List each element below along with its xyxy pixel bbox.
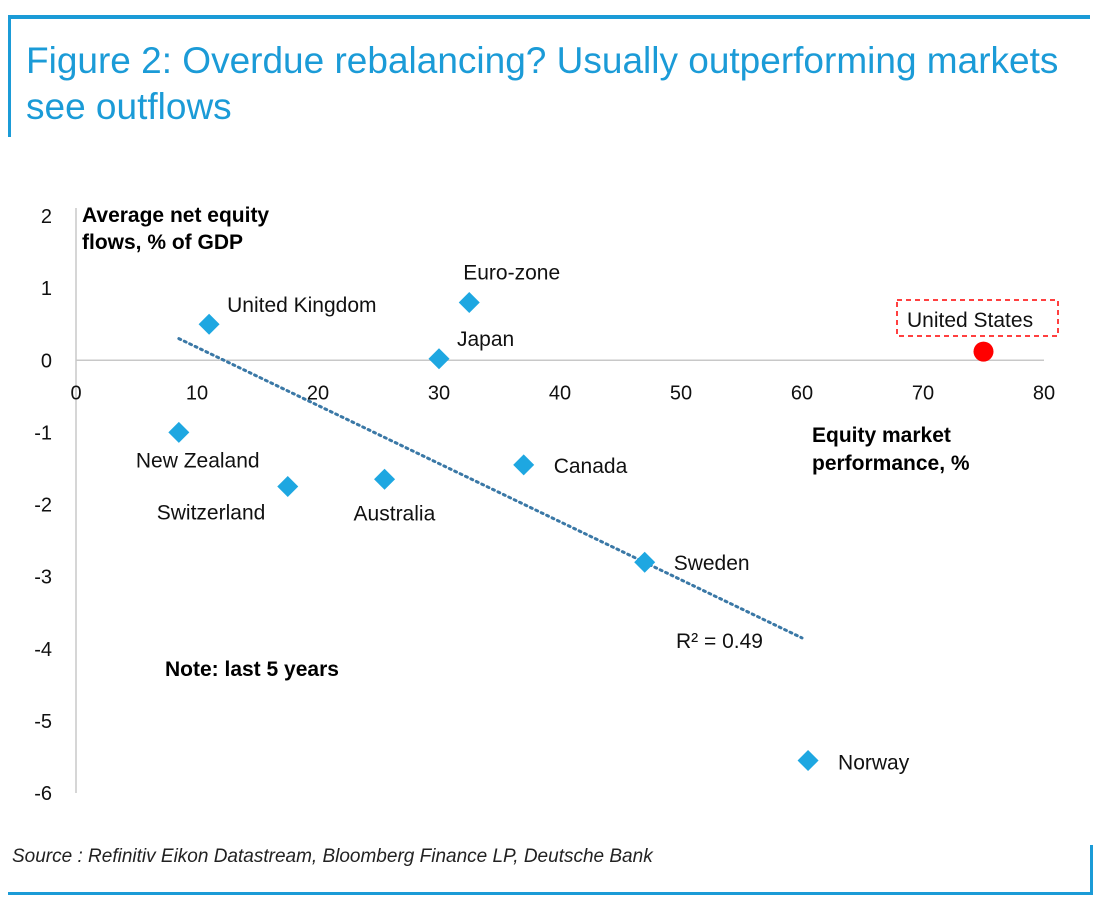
y-axis-title: flows, % of GDP: [82, 231, 243, 254]
y-tick-label: 0: [41, 350, 52, 372]
y-tick-label: 1: [41, 278, 52, 300]
point-label: Euro-zone: [463, 262, 560, 285]
y-tick-label: -4: [34, 639, 52, 661]
point-label: Australia: [354, 502, 436, 525]
point-label: Japan: [457, 328, 514, 351]
x-tick-label: 50: [670, 382, 692, 404]
x-tick-label: 40: [549, 382, 571, 404]
points-group: [168, 292, 994, 772]
highlight-point-marker: [973, 341, 994, 362]
y-axis-title: Average net equity: [82, 204, 269, 227]
data-point-diamond: [458, 292, 480, 314]
data-point-diamond: [374, 468, 396, 490]
x-axis-title: Equity market: [812, 424, 951, 447]
y-tick-label: -1: [34, 422, 52, 444]
axes: 0 10 20 30 40 50 60 70 80210-1-2-3-4-5-6Average …: [34, 204, 1055, 805]
source-note: Source : Refinitiv Eikon Datastream, Blo…: [12, 846, 653, 867]
x-tick-label: 10: [186, 382, 208, 404]
highlight-point-label: United States: [907, 309, 1033, 332]
x-tick-label: 30: [428, 382, 450, 404]
trendline: [177, 337, 804, 640]
x-axis-title: performance, %: [812, 452, 970, 475]
labels-group: United Kingdom Euro-zone Japan New Zealand S…: [136, 262, 1059, 775]
point-label: Sweden: [674, 552, 750, 575]
data-point-diamond: [634, 551, 656, 573]
point-label: New Zealand: [136, 449, 260, 472]
x-tick-label: 0: [70, 382, 81, 404]
data-point-diamond: [513, 454, 535, 476]
data-point-diamond: [277, 475, 299, 497]
frame-bottom-rule: [8, 892, 1093, 895]
x-tick-label: 60: [791, 382, 813, 404]
point-label: United Kingdom: [227, 294, 376, 317]
data-point-diamond: [428, 348, 450, 370]
r-squared-label: R² = 0.49: [676, 630, 763, 653]
y-tick-label: -5: [34, 711, 52, 733]
point-label: Switzerland: [157, 501, 266, 524]
figure-title: Figure 2: Overdue rebalancing? Usually o…: [26, 40, 1059, 127]
data-point-diamond: [168, 421, 190, 443]
point-label: Norway: [838, 752, 910, 775]
point-label: Canada: [554, 455, 628, 478]
frame-top-rule: [8, 15, 1090, 19]
x-tick-label: 70: [912, 382, 934, 404]
y-tick-label: -3: [34, 567, 52, 589]
frame-left-rule: [8, 15, 11, 137]
y-tick-label: -6: [34, 783, 52, 805]
data-point-diamond: [198, 313, 220, 335]
note-annotation: Note: last 5 years: [165, 658, 339, 681]
data-point-diamond: [797, 750, 819, 772]
x-tick-label: 80: [1033, 382, 1055, 404]
y-tick-label: 2: [41, 206, 52, 228]
x-tick-label: 20: [307, 382, 329, 404]
trendline-group: R² = 0.49: [177, 337, 804, 653]
y-tick-label: -2: [34, 495, 52, 517]
frame-right-rule: [1090, 845, 1093, 895]
